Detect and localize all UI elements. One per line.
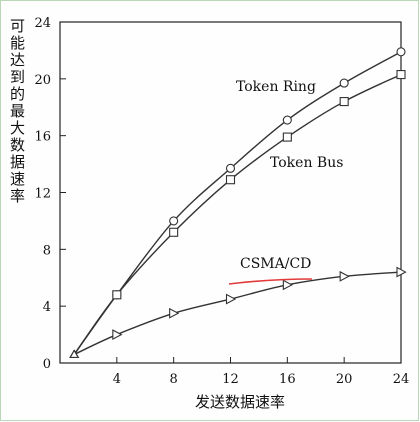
data-point (112, 290, 122, 300)
data-point (225, 163, 236, 173)
data-point (169, 216, 179, 226)
y-tick-label: 20 (34, 73, 51, 88)
y-tick-label: 16 (34, 130, 51, 145)
data-point (396, 47, 406, 57)
series-label-2: CSMA/CD (240, 256, 311, 272)
data-point (339, 270, 350, 282)
data-point (69, 349, 80, 359)
y-tick-label: 24 (34, 16, 51, 31)
data-point (169, 227, 179, 237)
data-point (225, 293, 237, 305)
data-point (396, 70, 406, 80)
data-point (112, 329, 123, 340)
x-axis-label: 发送数据速率 (194, 393, 285, 411)
y-tick-label: 12 (34, 187, 51, 202)
data-point (339, 97, 349, 107)
y-tick-label: 4 (43, 300, 51, 315)
y-tick-label: 8 (43, 243, 51, 258)
series-line-2 (73, 271, 402, 356)
x-tick-label: 12 (222, 372, 239, 387)
series-label-0: Token Ring (236, 79, 316, 95)
x-tick-label: 24 (393, 372, 410, 387)
axes-box (59, 21, 402, 364)
x-tick-label: 8 (170, 372, 178, 387)
data-point (339, 78, 349, 88)
data-point (169, 307, 180, 319)
y-tick-label: 0 (43, 357, 51, 372)
data-point (282, 132, 292, 142)
x-tick-label: 20 (336, 372, 353, 387)
data-point (282, 115, 292, 125)
x-tick-label: 4 (113, 372, 121, 387)
data-point (282, 279, 294, 291)
series-line-1 (73, 73, 402, 355)
data-point (225, 175, 236, 185)
y-axis-label: 可能达到的最大数据速率 (8, 18, 26, 205)
x-tick-label: 16 (279, 372, 296, 387)
series-label-1: Token Bus (270, 155, 343, 171)
data-point (396, 266, 407, 278)
annotation-underline (228, 278, 313, 285)
